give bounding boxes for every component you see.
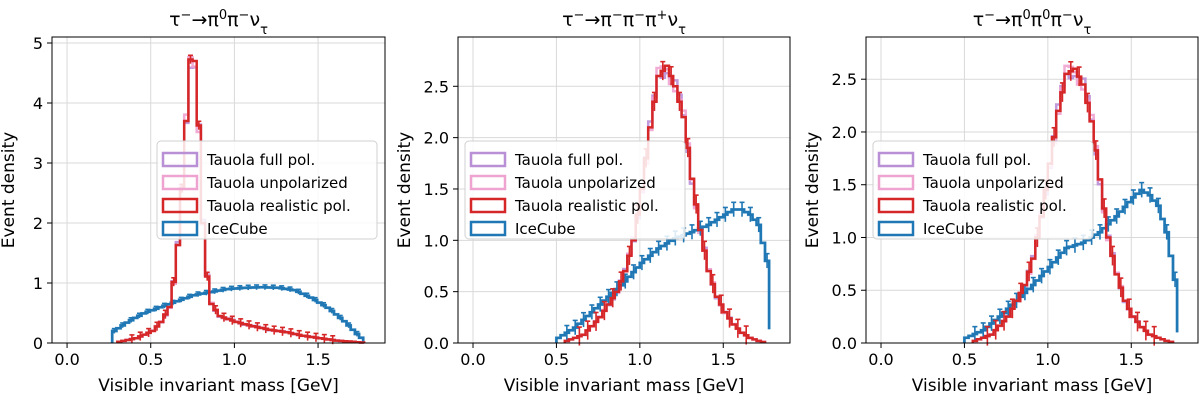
axes-frame: [51, 36, 386, 344]
legend: Tauola full pol. Tauola unpolarized Tauola…: [872, 140, 1094, 240]
series-icecube: [963, 188, 1179, 343]
legend-box: [156, 140, 378, 240]
legend-box: [464, 140, 686, 240]
legend-swatch: [877, 174, 915, 191]
y-tick-label: 2.0: [424, 129, 449, 148]
y-tick-label: 0.0: [424, 334, 449, 353]
y-axis-label: Event density: [0, 132, 19, 248]
legend-swatch: [877, 197, 915, 214]
y-tick-label: 1.5: [424, 180, 449, 199]
legend-swatch: [161, 151, 199, 168]
x-axis-label: Visible invariant mass [GeV]: [504, 376, 745, 396]
chart-panel-3: 0.0 0.5 1.0 1.5 0.0 0.5 1.0 1.5 2.0 2.5 Visible in…: [803, 8, 1199, 396]
legend-swatch: [161, 220, 199, 237]
y-tick-label: 1.5: [832, 176, 857, 195]
legend-swatch: [161, 174, 199, 191]
legend-label: Tauola realistic pol.: [514, 197, 659, 215]
chart-panel-2: 0.0 0.5 1.0 1.5 0.0 0.5 1.0 1.5 2.0 2.5 Visible in…: [395, 8, 791, 396]
legend-label: Tauola full pol.: [922, 151, 1031, 169]
y-tick-label: 2.5: [832, 70, 857, 89]
legend-label: Tauola realistic pol.: [206, 197, 351, 215]
series-realistic-pol: [563, 64, 767, 344]
y-tick-label: 5: [33, 34, 43, 53]
chart-panel-1: 0.0 0.5 1.0 1.5 0 1 2 3 4 5 Visible invariant mass…: [0, 8, 386, 396]
x-axis-label: Visible invariant mass [GeV]: [912, 376, 1153, 396]
legend-label: Tauola full pol.: [206, 151, 315, 169]
y-tick-label: 4: [33, 94, 43, 113]
legend-label: Tauola unpolarized: [514, 174, 656, 192]
legend-label: Tauola full pol.: [514, 151, 623, 169]
x-tick-label: 1.0: [627, 350, 652, 369]
legend-swatch: [469, 151, 507, 168]
legend: Tauola full pol. Tauola unpolarized Tauola…: [156, 140, 378, 240]
legend-label: IceCube: [515, 220, 576, 238]
x-tick-label: 0.5: [544, 350, 569, 369]
x-tick-label: 1.0: [1035, 350, 1060, 369]
y-tick-label: 0.5: [424, 283, 449, 302]
y-tick-label: 3: [33, 154, 43, 173]
axes-frame: [865, 36, 1199, 344]
series-icecube: [110, 285, 365, 343]
legend-swatch: [469, 197, 507, 214]
legend-label: Tauola unpolarized: [206, 174, 348, 192]
y-tick-label: 1.0: [424, 231, 449, 250]
x-tick-label: 1.5: [711, 350, 736, 369]
x-tick-label: 0.5: [952, 350, 977, 369]
x-tick-label: 1.5: [305, 350, 330, 369]
legend-label: Tauola realistic pol.: [922, 197, 1067, 215]
chart-title: τ−→π0π0π−ντ: [973, 8, 1092, 38]
axes-frame: [457, 36, 791, 344]
chart-title: τ−→π−π−π+ντ: [562, 8, 686, 38]
x-tick-label: 1.0: [222, 350, 247, 369]
y-tick-label: 0.0: [832, 334, 857, 353]
y-tick-label: 2.0: [832, 123, 857, 142]
y-axis-label: Event density: [803, 132, 823, 248]
legend-swatch: [877, 151, 915, 168]
legend-box: [872, 140, 1094, 240]
y-tick-label: 2: [33, 214, 43, 233]
x-tick-label: 0.5: [138, 350, 163, 369]
series-realistic-pol: [971, 67, 1175, 344]
legend-label: Tauola unpolarized: [922, 174, 1064, 192]
legend-swatch: [469, 220, 507, 237]
y-tick-label: 2.5: [424, 77, 449, 96]
y-tick-label: 0: [33, 334, 43, 353]
x-axis-label: Visible invariant mass [GeV]: [98, 376, 339, 396]
chart-title: τ−→π0π−ντ: [169, 8, 268, 38]
legend-label: IceCube: [207, 220, 268, 238]
legend-swatch: [469, 174, 507, 191]
x-tick-label: 1.5: [1119, 350, 1144, 369]
series-icecube: [555, 208, 771, 343]
x-tick-label: 0.0: [868, 350, 893, 369]
y-tick-label: 1: [33, 274, 43, 293]
x-tick-label: 0.0: [54, 350, 79, 369]
y-tick-label: 1.0: [832, 228, 857, 247]
y-tick-label: 0.5: [832, 281, 857, 300]
legend: Tauola full pol. Tauola unpolarized Tauola…: [464, 140, 686, 240]
x-tick-label: 0.0: [460, 350, 485, 369]
y-axis-label: Event density: [395, 132, 415, 248]
legend-swatch: [161, 197, 199, 214]
legend-label: IceCube: [923, 220, 984, 238]
legend-swatch: [877, 220, 915, 237]
